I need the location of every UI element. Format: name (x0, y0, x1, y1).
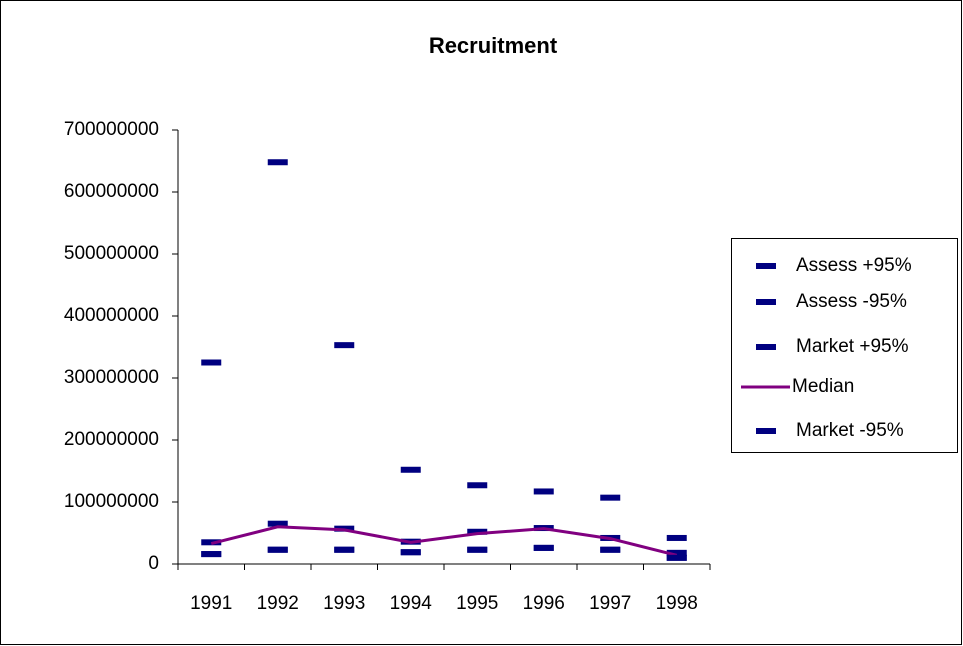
marker (201, 551, 222, 558)
y-tick-label: 500000000 (64, 243, 159, 264)
marker (400, 549, 421, 556)
legend-label: Market +95% (796, 336, 909, 357)
marker (600, 546, 621, 553)
marker (267, 546, 288, 553)
marker (467, 528, 488, 535)
marker (334, 342, 355, 349)
x-tick-label: 1997 (589, 593, 631, 614)
x-tick-label: 1993 (323, 593, 365, 614)
y-tick-label: 100000000 (64, 491, 159, 512)
legend-swatch (756, 263, 776, 269)
marker (533, 544, 554, 551)
legend-label: Median (792, 376, 854, 397)
y-tick-label: 300000000 (64, 367, 159, 388)
marker (467, 546, 488, 553)
x-tick-label: 1995 (456, 593, 498, 614)
marker (666, 549, 687, 556)
marker (600, 494, 621, 501)
marker (666, 554, 687, 561)
marker (533, 488, 554, 495)
y-tick-label: 400000000 (64, 305, 159, 326)
y-tick-label: 0 (148, 553, 159, 574)
marker (334, 546, 355, 553)
legend-swatch (756, 344, 776, 350)
marker (666, 534, 687, 541)
legend-label: Assess +95% (796, 255, 912, 276)
marker (400, 466, 421, 473)
x-tick-label: 1992 (257, 593, 299, 614)
marker (267, 159, 288, 166)
marker (267, 520, 288, 527)
y-tick-label: 700000000 (64, 119, 159, 140)
legend-swatch (756, 428, 776, 434)
marker (467, 482, 488, 489)
x-tick-label: 1996 (523, 593, 565, 614)
x-tick-label: 1998 (656, 593, 698, 614)
y-tick-label: 600000000 (64, 181, 159, 202)
legend-label: Assess -95% (796, 291, 907, 312)
legend-swatch (756, 299, 776, 305)
x-tick-label: 1991 (190, 593, 232, 614)
legend-label: Market -95% (796, 420, 904, 441)
marker (201, 359, 222, 366)
y-tick-label: 200000000 (64, 429, 159, 450)
chart-title: Recruitment (429, 33, 558, 58)
median-line (210, 525, 678, 557)
x-tick-label: 1994 (390, 593, 433, 614)
